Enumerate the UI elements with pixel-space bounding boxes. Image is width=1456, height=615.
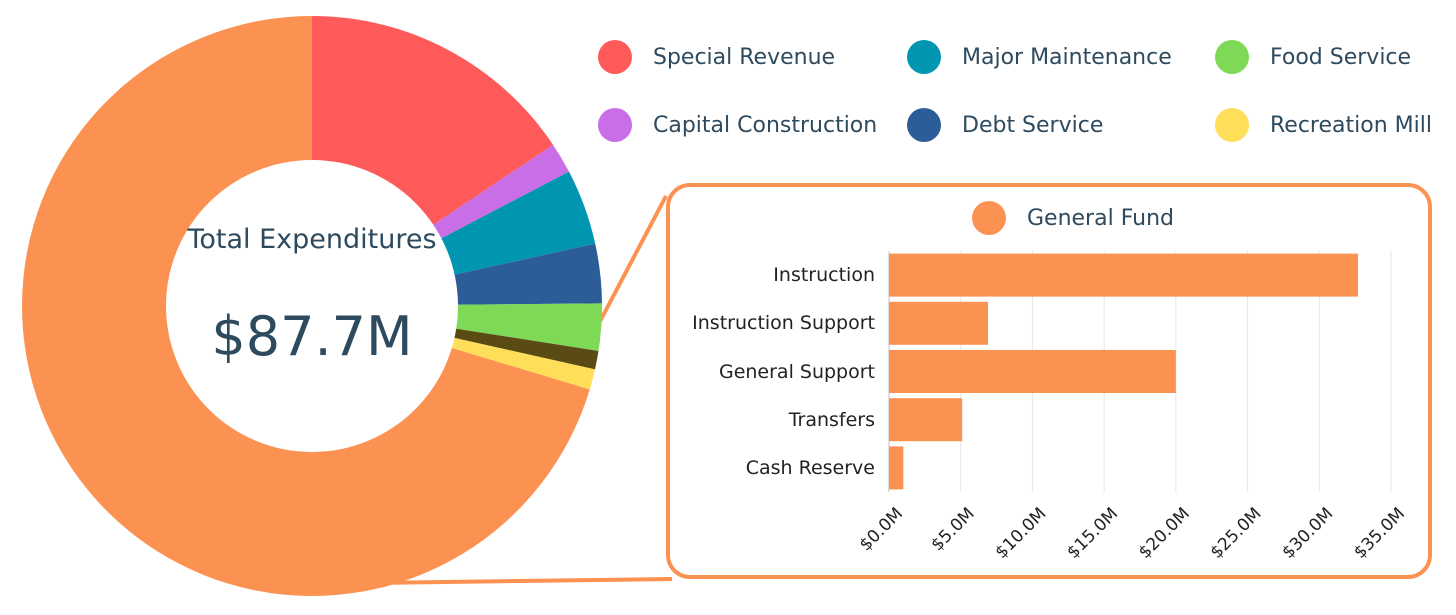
category-label: General Support bbox=[718, 360, 875, 383]
category-label: Cash Reserve bbox=[745, 456, 875, 479]
legend-label: Recreation Mill bbox=[1270, 112, 1432, 138]
category-label: Instruction bbox=[773, 264, 875, 287]
legend-swatch-icon bbox=[598, 40, 632, 74]
legend-item-special-revenue: Special Revenue bbox=[598, 37, 835, 77]
legend-label: Food Service bbox=[1270, 44, 1412, 70]
general-fund-swatch-icon bbox=[972, 201, 1006, 235]
donut-hole bbox=[166, 160, 458, 452]
legend-label: Capital Construction bbox=[653, 112, 878, 138]
legend-swatch-icon bbox=[907, 40, 941, 74]
category-label: Instruction Support bbox=[692, 312, 875, 335]
legend-swatch-icon bbox=[598, 108, 632, 142]
connector-line-bottom bbox=[371, 577, 673, 585]
connector-line-top bbox=[595, 195, 668, 328]
legend-item-capital-construction: Capital Construction bbox=[598, 105, 877, 145]
center-title: Total Expenditures bbox=[187, 224, 437, 255]
legend-item-recreation-mill: Recreation Mill bbox=[1215, 105, 1432, 145]
legend-item-major-maintenance: Major Maintenance bbox=[907, 37, 1172, 77]
legend-label: Major Maintenance bbox=[962, 44, 1172, 70]
legend-swatch-icon bbox=[1215, 108, 1249, 142]
legend-label: Special Revenue bbox=[653, 44, 836, 70]
legend-item-food-service: Food Service bbox=[1215, 37, 1411, 77]
legend-label: Debt Service bbox=[962, 112, 1104, 138]
category-label: Transfers bbox=[788, 408, 875, 431]
legend-swatch-icon bbox=[1215, 40, 1249, 74]
bar-legend-label: General Fund bbox=[1027, 205, 1174, 231]
legend-swatch-icon bbox=[907, 108, 941, 142]
center-total: $87.7M bbox=[211, 305, 413, 368]
legend-item-debt-service: Debt Service bbox=[907, 105, 1103, 145]
bar-legend: General Fund bbox=[972, 198, 1174, 238]
